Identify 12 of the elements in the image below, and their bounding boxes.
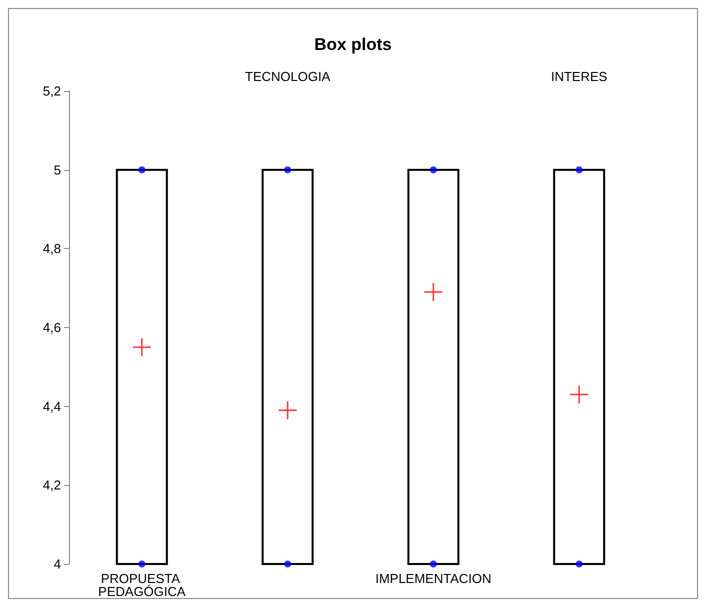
y-tick-label: 4,4 [42,398,61,414]
x-tick-label: TECNOLOGIA [245,69,331,84]
y-tick-label: 4,2 [42,478,61,493]
x-tick-label: PROPUESTA PEDAGÓGICA [98,571,186,599]
y-tick-label: 4,8 [42,241,61,256]
x-tick-label: INTERES [550,69,608,84]
y-tick-label: 4,6 [42,320,61,335]
x-tick-label: IMPLEMENTACION [375,571,492,586]
chart-title: Box plots [314,35,392,54]
y-tick-label: 5 [54,162,61,178]
y-tick-label: 5,2 [42,84,61,98]
y-tick-label: 4 [54,556,61,572]
